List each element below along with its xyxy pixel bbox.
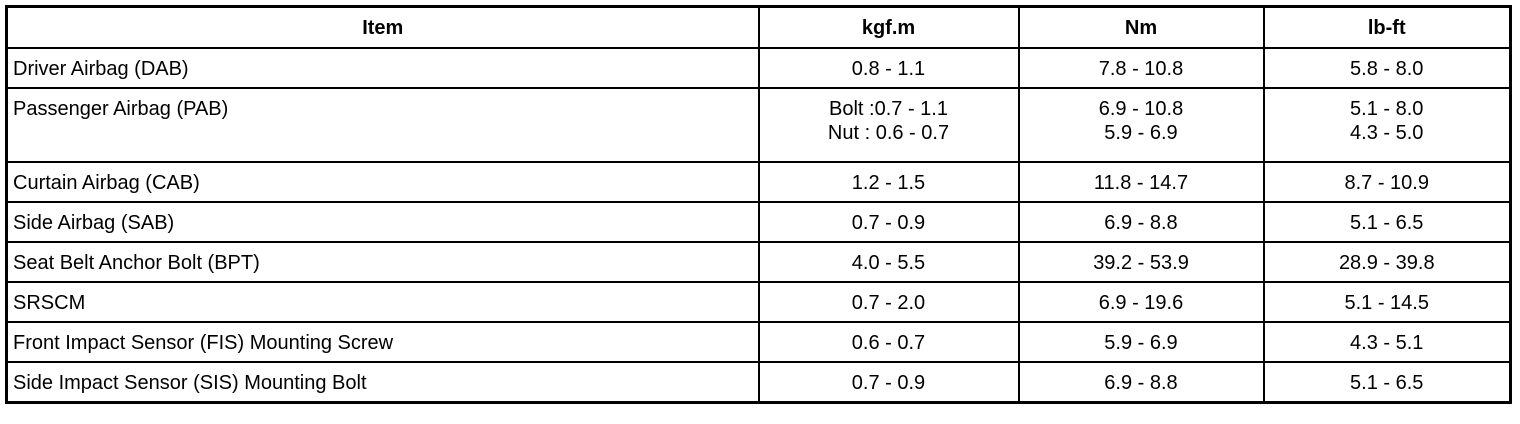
- nm-value: 39.2 - 53.9: [1093, 252, 1189, 274]
- lbft-value: 5.1 - 6.5: [1350, 372, 1424, 394]
- lbft-value: 5.1 - 14.5: [1344, 292, 1429, 314]
- lbft-cell: 8.7 - 10.9: [1262, 161, 1512, 203]
- nm-value: 5.9 - 6.9: [1104, 332, 1178, 354]
- nm-cell: 39.2 - 53.9: [1017, 241, 1265, 283]
- nm-cell: 6.9 - 10.8 5.9 - 6.9: [1017, 87, 1265, 163]
- kgfm-value: 0.7 - 0.9: [851, 212, 926, 234]
- header-kgfm: kgf.m: [757, 5, 1020, 49]
- kgfm-cell: Bolt :0.7 - 1.1 Nut : 0.6 - 0.7: [757, 87, 1020, 163]
- kgfm-cell: 0.8 - 1.1: [757, 47, 1020, 89]
- nm-cell: 7.8 - 10.8: [1017, 47, 1265, 89]
- table-row: Front Impact Sensor (FIS) Mounting Screw…: [5, 321, 1512, 363]
- kgfm-cell: 0.7 - 2.0: [757, 281, 1020, 323]
- kgfm-value: Bolt :0.7 - 1.1: [829, 98, 948, 120]
- item-cell: Side Airbag (SAB): [5, 201, 760, 243]
- kgfm-value: Nut : 0.6 - 0.7: [827, 122, 950, 144]
- kgfm-value: 1.2 - 1.5: [851, 172, 926, 194]
- header-row: Item kgf.m Nm lb-ft: [5, 5, 1512, 49]
- item-cell: Side Impact Sensor (SIS) Mounting Bolt: [5, 361, 760, 403]
- item-cell: Passenger Airbag (PAB): [5, 87, 760, 163]
- table-row: Side Impact Sensor (SIS) Mounting Bolt 0.…: [5, 361, 1512, 403]
- lbft-cell: 5.1 - 6.5: [1262, 201, 1512, 243]
- lbft-value: 4.3 - 5.1: [1350, 332, 1424, 354]
- header-item: Item: [5, 5, 760, 49]
- kgfm-value: 0.6 - 0.7: [851, 332, 926, 354]
- item-label: Seat Belt Anchor Bolt (BPT): [13, 252, 260, 274]
- kgfm-value: 0.8 - 1.1: [851, 58, 926, 80]
- nm-cell: 6.9 - 19.6: [1017, 281, 1265, 323]
- table-row: Driver Airbag (DAB) 0.8 - 1.1 7.8 - 10.8 5.…: [5, 47, 1512, 89]
- nm-value: 6.9 - 19.6: [1098, 292, 1184, 314]
- kgfm-value: 0.7 - 0.9: [851, 372, 926, 394]
- lbft-cell: 5.1 - 8.0 4.3 - 5.0: [1262, 87, 1512, 163]
- item-label: Curtain Airbag (CAB): [13, 172, 200, 194]
- item-label: Side Airbag (SAB): [13, 212, 175, 234]
- header-lbft: lb-ft: [1262, 5, 1512, 49]
- lbft-value: 5.1 - 8.0: [1350, 98, 1424, 120]
- item-cell: Seat Belt Anchor Bolt (BPT): [5, 241, 760, 283]
- nm-cell: 6.9 - 8.8: [1017, 201, 1265, 243]
- table-row: Passenger Airbag (PAB) Bolt :0.7 - 1.1 Nut…: [5, 87, 1512, 163]
- kgfm-cell: 0.7 - 0.9: [757, 361, 1020, 403]
- lbft-value: 5.1 - 6.5: [1350, 212, 1424, 234]
- nm-value: 6.9 - 8.8: [1104, 372, 1178, 394]
- kgfm-cell: 4.0 - 5.5: [757, 241, 1020, 283]
- kgfm-cell: 1.2 - 1.5: [757, 161, 1020, 203]
- kgfm-value: 4.0 - 5.5: [851, 252, 926, 274]
- item-label: Driver Airbag (DAB): [13, 58, 189, 80]
- item-cell: SRSCM: [5, 281, 760, 323]
- nm-value: 7.8 - 10.8: [1098, 58, 1184, 80]
- lbft-value: 28.9 - 39.8: [1338, 252, 1435, 274]
- nm-cell: 6.9 - 8.8: [1017, 361, 1265, 403]
- item-label: SRSCM: [13, 292, 86, 314]
- item-label: Side Impact Sensor (SIS) Mounting Bolt: [13, 372, 367, 394]
- table-row: Side Airbag (SAB) 0.7 - 0.9 6.9 - 8.8 5.1 -…: [5, 201, 1512, 243]
- torque-spec-table: Item kgf.m Nm lb-ft Driver Airbag (DAB) 0…: [5, 5, 1512, 404]
- lbft-cell: 28.9 - 39.8: [1262, 241, 1512, 283]
- lbft-value: 8.7 - 10.9: [1344, 172, 1429, 194]
- nm-cell: 5.9 - 6.9: [1017, 321, 1265, 363]
- header-nm: Nm: [1017, 5, 1265, 49]
- item-cell: Curtain Airbag (CAB): [5, 161, 760, 203]
- table-row: SRSCM 0.7 - 2.0 6.9 - 19.6 5.1 - 14.5: [5, 281, 1512, 323]
- lbft-cell: 5.8 - 8.0: [1262, 47, 1512, 89]
- nm-value: 11.8 - 14.7: [1093, 172, 1189, 194]
- lbft-cell: 5.1 - 14.5: [1262, 281, 1512, 323]
- item-label: Passenger Airbag (PAB): [13, 98, 229, 120]
- kgfm-cell: 0.7 - 0.9: [757, 201, 1020, 243]
- table-row: Seat Belt Anchor Bolt (BPT) 4.0 - 5.5 39.2…: [5, 241, 1512, 283]
- kgfm-value: 0.7 - 2.0: [851, 292, 926, 314]
- nm-value: 6.9 - 8.8: [1104, 212, 1178, 234]
- lbft-cell: 5.1 - 6.5: [1262, 361, 1512, 403]
- lbft-cell: 4.3 - 5.1: [1262, 321, 1512, 363]
- kgfm-cell: 0.6 - 0.7: [757, 321, 1020, 363]
- nm-cell: 11.8 - 14.7: [1017, 161, 1265, 203]
- table-row: Curtain Airbag (CAB) 1.2 - 1.5 11.8 - 14.7…: [5, 161, 1512, 203]
- lbft-value: 5.8 - 8.0: [1350, 58, 1424, 80]
- lbft-value: 4.3 - 5.0: [1350, 122, 1424, 144]
- item-cell: Driver Airbag (DAB): [5, 47, 760, 89]
- item-label: Front Impact Sensor (FIS) Mounting Screw: [13, 332, 394, 354]
- nm-value: 6.9 - 10.8: [1098, 98, 1184, 120]
- item-cell: Front Impact Sensor (FIS) Mounting Screw: [5, 321, 760, 363]
- nm-value: 5.9 - 6.9: [1104, 122, 1178, 144]
